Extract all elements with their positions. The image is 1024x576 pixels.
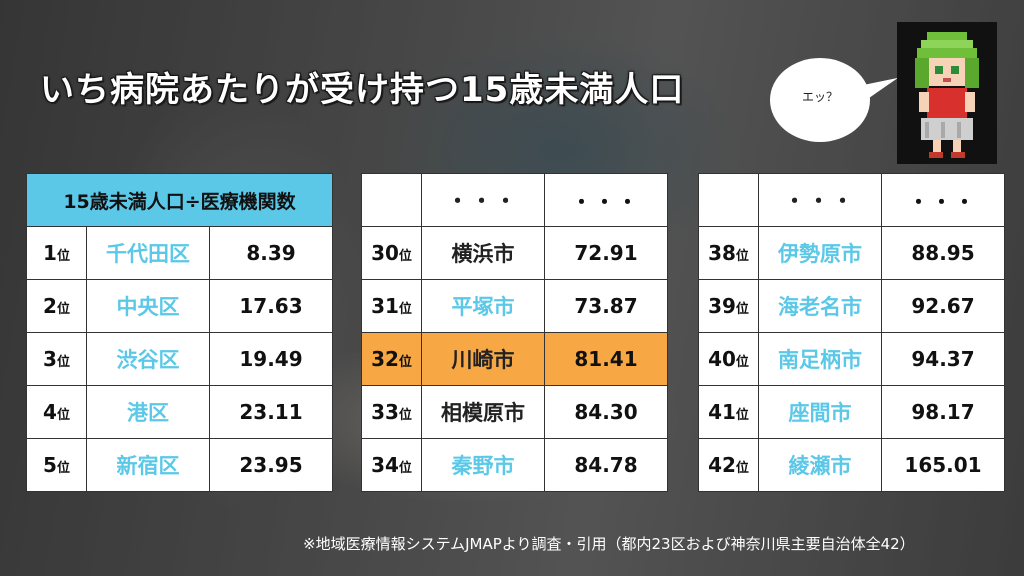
ratio-value: 23.95 [209, 438, 333, 492]
municipality-name: 南足柄市 [758, 332, 882, 386]
rank-cell: 39位 [698, 279, 759, 333]
empty-header-cell [361, 173, 422, 227]
table-header-row: ・・・ ・・・ [361, 173, 668, 227]
municipality-name: 川崎市 [421, 332, 545, 386]
municipality-name: 横浜市 [421, 226, 545, 280]
table-row-highlighted: 32位 川崎市 81.41 [361, 332, 668, 386]
rank-cell: 5位 [26, 438, 87, 492]
rank-cell: 2位 [26, 279, 87, 333]
rank-cell: 41位 [698, 385, 759, 439]
pixel-character-image [897, 22, 997, 164]
slide-title: いち病院あたりが受け持つ15歳未満人口 [40, 70, 685, 110]
ratio-value: 19.49 [209, 332, 333, 386]
ranking-table-bottom: ・・・ ・・・ 38位 伊勢原市 88.95 39位 海老名市 92.67 40… [698, 173, 1005, 492]
ellipsis-cell: ・・・ [881, 173, 1005, 227]
rank-cell: 32位 [361, 332, 422, 386]
speech-bubble: エッ？ [770, 58, 870, 142]
table-row: 41位 座間市 98.17 [698, 385, 1005, 439]
table-row: 42位 綾瀬市 165.01 [698, 438, 1005, 492]
table-row: 33位 相模原市 84.30 [361, 385, 668, 439]
rank-cell: 30位 [361, 226, 422, 280]
ratio-value: 88.95 [881, 226, 1005, 280]
ratio-value: 84.78 [544, 438, 668, 492]
municipality-name: 渋谷区 [86, 332, 210, 386]
municipality-name: 綾瀬市 [758, 438, 882, 492]
ratio-value: 84.30 [544, 385, 668, 439]
table-row: 1位 千代田区 8.39 [26, 226, 333, 280]
table-row: 39位 海老名市 92.67 [698, 279, 1005, 333]
rank-cell: 1位 [26, 226, 87, 280]
table-row: 40位 南足柄市 94.37 [698, 332, 1005, 386]
empty-header-cell [698, 173, 759, 227]
ratio-value: 81.41 [544, 332, 668, 386]
table-row: 3位 渋谷区 19.49 [26, 332, 333, 386]
ellipsis-cell: ・・・ [421, 173, 545, 227]
rank-cell: 33位 [361, 385, 422, 439]
municipality-name: 平塚市 [421, 279, 545, 333]
ratio-value: 94.37 [881, 332, 1005, 386]
municipality-name: 中央区 [86, 279, 210, 333]
municipality-name: 海老名市 [758, 279, 882, 333]
ratio-value: 23.11 [209, 385, 333, 439]
table-row: 34位 秦野市 84.78 [361, 438, 668, 492]
ellipsis-cell: ・・・ [544, 173, 668, 227]
table-row: 30位 横浜市 72.91 [361, 226, 668, 280]
ratio-value: 73.87 [544, 279, 668, 333]
table-row: 38位 伊勢原市 88.95 [698, 226, 1005, 280]
municipality-name: 伊勢原市 [758, 226, 882, 280]
rank-cell: 4位 [26, 385, 87, 439]
rank-cell: 34位 [361, 438, 422, 492]
table-row: 2位 中央区 17.63 [26, 279, 333, 333]
pixel-girl-icon [897, 22, 997, 164]
ratio-value: 165.01 [881, 438, 1005, 492]
ranking-table-middle: ・・・ ・・・ 30位 横浜市 72.91 31位 平塚市 73.87 32位 … [361, 173, 668, 492]
rank-cell: 3位 [26, 332, 87, 386]
table-header-row: 15歳未満人口÷医療機関数 [26, 173, 333, 227]
rank-cell: 31位 [361, 279, 422, 333]
ratio-value: 98.17 [881, 385, 1005, 439]
table-row: 4位 港区 23.11 [26, 385, 333, 439]
ratio-value: 8.39 [209, 226, 333, 280]
table-row: 5位 新宿区 23.95 [26, 438, 333, 492]
table-header-label: 15歳未満人口÷医療機関数 [26, 173, 333, 227]
municipality-name: 港区 [86, 385, 210, 439]
municipality-name: 新宿区 [86, 438, 210, 492]
table-header-row: ・・・ ・・・ [698, 173, 1005, 227]
table-row: 31位 平塚市 73.87 [361, 279, 668, 333]
municipality-name: 座間市 [758, 385, 882, 439]
ratio-value: 17.63 [209, 279, 333, 333]
ellipsis-cell: ・・・ [758, 173, 882, 227]
rank-cell: 40位 [698, 332, 759, 386]
municipality-name: 千代田区 [86, 226, 210, 280]
municipality-name: 秦野市 [421, 438, 545, 492]
ranking-table-top: 15歳未満人口÷医療機関数 1位 千代田区 8.39 2位 中央区 17.63 … [26, 173, 333, 492]
rank-cell: 38位 [698, 226, 759, 280]
municipality-name: 相模原市 [421, 385, 545, 439]
rank-cell: 42位 [698, 438, 759, 492]
source-footnote: ※地域医療情報システムJMAPより調査・引用（都内23区および神奈川県主要自治体… [303, 535, 915, 553]
ratio-value: 92.67 [881, 279, 1005, 333]
ratio-value: 72.91 [544, 226, 668, 280]
speech-bubble-text: エッ？ [801, 90, 838, 104]
